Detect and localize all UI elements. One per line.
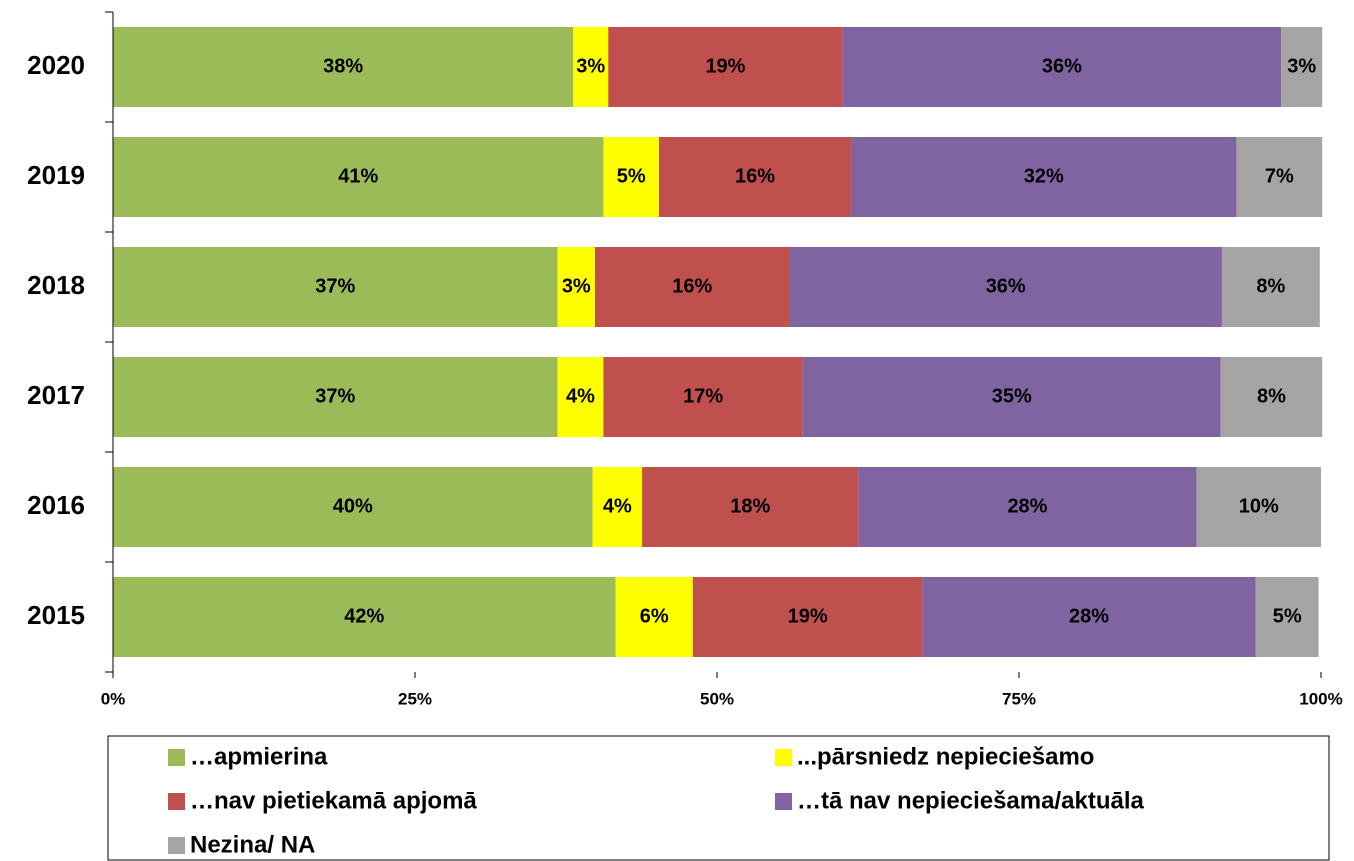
bar-segment (1255, 577, 1319, 657)
data-label: 41% (338, 165, 378, 187)
bar-segment (1196, 467, 1321, 547)
data-label: 19% (705, 55, 745, 77)
data-label: 42% (344, 605, 384, 627)
bar-segment (113, 577, 616, 657)
data-label: 38% (323, 55, 363, 77)
data-label: 17% (683, 385, 723, 407)
legend-swatch (168, 749, 185, 766)
x-tick-label: 100% (1299, 689, 1342, 708)
legend-swatch (775, 793, 792, 810)
bar-segment (603, 137, 660, 217)
bar-segment (1281, 27, 1323, 107)
data-label: 3% (1287, 55, 1316, 77)
data-label: 4% (603, 495, 632, 517)
bar-segment (113, 27, 574, 107)
bar-segment (113, 247, 558, 327)
data-label: 3% (562, 275, 591, 297)
bar-segment (789, 247, 1222, 327)
bar-segment (1221, 247, 1320, 327)
data-label: 36% (986, 275, 1026, 297)
bar-segment (592, 467, 643, 547)
bar-segment (573, 27, 609, 107)
bar-segment (1220, 357, 1323, 437)
x-tick-label: 25% (398, 689, 432, 708)
legend-label: …tā nav nepieciešama/aktuāla (797, 787, 1144, 814)
legend-label: …apmierina (190, 743, 328, 770)
bar-segment (603, 357, 803, 437)
data-label: 28% (1007, 495, 1047, 517)
bar-segment (692, 577, 923, 657)
data-label: 19% (788, 605, 828, 627)
data-label: 4% (566, 385, 595, 407)
bar-segment (608, 27, 843, 107)
data-label: 37% (315, 275, 355, 297)
bar-segment (842, 27, 1282, 107)
y-tick-label: 2015 (27, 600, 85, 630)
x-tick-label: 75% (1002, 689, 1036, 708)
bar-segment (113, 137, 604, 217)
data-label: 8% (1257, 385, 1286, 407)
legend-label: ...pārsniedz nepieciešamo (797, 743, 1094, 770)
bar-segment (1236, 137, 1323, 217)
data-label: 32% (1024, 165, 1064, 187)
bar-segment (802, 357, 1221, 437)
bar-segment (659, 137, 852, 217)
x-tick-label: 0% (101, 689, 126, 708)
data-label: 7% (1265, 165, 1294, 187)
bar-segment (557, 247, 595, 327)
data-label: 10% (1239, 495, 1279, 517)
bar-segment (642, 467, 859, 547)
data-label: 16% (672, 275, 712, 297)
data-label: 5% (617, 165, 646, 187)
legend-label: …nav pietiekamā apjomā (190, 787, 477, 814)
bar-segment (922, 577, 1256, 657)
data-label: 36% (1042, 55, 1082, 77)
y-tick-label: 2020 (27, 50, 85, 80)
bar-segment (594, 247, 790, 327)
data-label: 37% (315, 385, 355, 407)
bar-segment (557, 357, 604, 437)
legend-swatch (168, 837, 185, 854)
data-label: 28% (1069, 605, 1109, 627)
data-label: 5% (1273, 605, 1302, 627)
bar-segment (615, 577, 693, 657)
legend-swatch (168, 793, 185, 810)
data-label: 35% (992, 385, 1032, 407)
data-label: 40% (333, 495, 373, 517)
bar-segment (113, 357, 558, 437)
y-tick-label: 2019 (27, 160, 85, 190)
data-label: 3% (576, 55, 605, 77)
bar-segment (113, 467, 593, 547)
data-label: 6% (640, 605, 669, 627)
y-tick-label: 2017 (27, 380, 85, 410)
x-tick-label: 50% (700, 689, 734, 708)
bar-segment (858, 467, 1197, 547)
y-tick-label: 2016 (27, 490, 85, 520)
data-label: 8% (1256, 275, 1285, 297)
data-label: 18% (730, 495, 770, 517)
bar-segment (851, 137, 1237, 217)
legend-swatch (775, 749, 792, 766)
y-tick-label: 2018 (27, 270, 85, 300)
legend-box (107, 735, 1330, 861)
legend-label: Nezina/ NA (190, 831, 315, 858)
data-label: 16% (735, 165, 775, 187)
